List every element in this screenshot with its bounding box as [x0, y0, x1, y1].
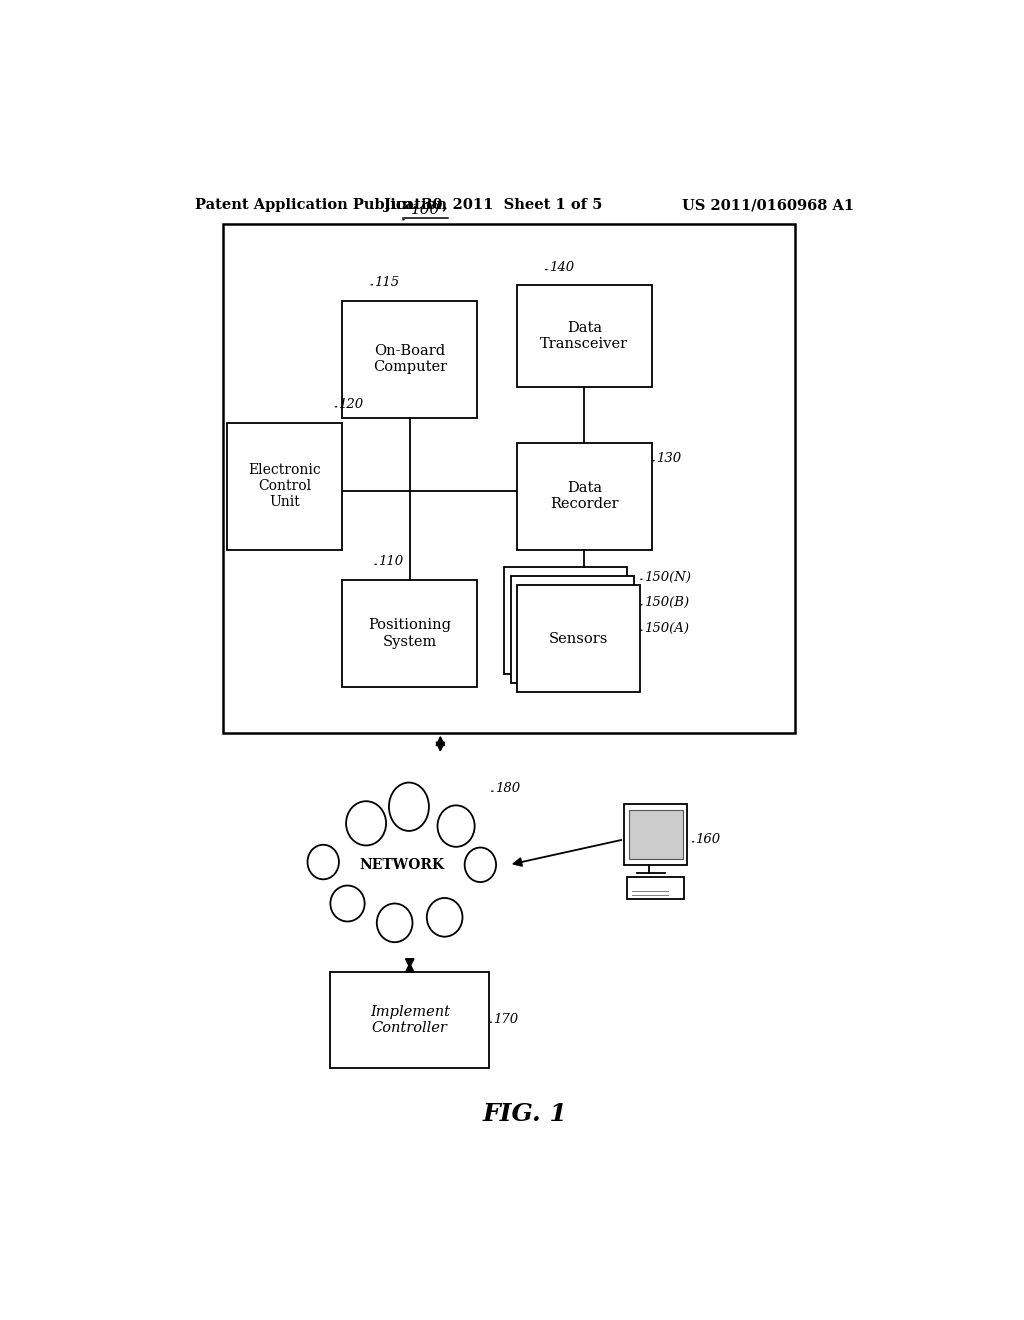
Text: 180: 180 [495, 783, 520, 795]
FancyBboxPatch shape [342, 581, 477, 686]
Text: 160: 160 [695, 833, 721, 846]
Text: On-Board
Computer: On-Board Computer [373, 345, 446, 375]
FancyBboxPatch shape [511, 576, 634, 682]
FancyBboxPatch shape [331, 972, 489, 1068]
Ellipse shape [389, 783, 429, 830]
Text: 150(N): 150(N) [644, 570, 691, 583]
Text: 170: 170 [494, 1014, 518, 1026]
FancyBboxPatch shape [227, 422, 342, 549]
Ellipse shape [307, 845, 339, 879]
FancyBboxPatch shape [624, 804, 687, 865]
FancyBboxPatch shape [223, 224, 795, 733]
Text: Sensors: Sensors [549, 632, 608, 645]
Text: 150(A): 150(A) [644, 622, 689, 635]
Text: Electronic
Control
Unit: Electronic Control Unit [249, 463, 322, 510]
Text: 100: 100 [411, 203, 440, 218]
FancyBboxPatch shape [517, 285, 652, 387]
Text: Patent Application Publication: Patent Application Publication [196, 198, 447, 213]
Text: 120: 120 [338, 397, 364, 411]
Text: Data
Transceiver: Data Transceiver [541, 321, 629, 351]
Text: Positioning
System: Positioning System [369, 619, 452, 648]
Ellipse shape [465, 847, 496, 882]
Text: 150(B): 150(B) [644, 597, 689, 609]
FancyBboxPatch shape [629, 810, 683, 859]
Text: 130: 130 [655, 451, 681, 465]
Ellipse shape [427, 898, 463, 937]
FancyBboxPatch shape [517, 585, 640, 692]
Text: US 2011/0160968 A1: US 2011/0160968 A1 [682, 198, 854, 213]
Text: Jun. 30, 2011  Sheet 1 of 5: Jun. 30, 2011 Sheet 1 of 5 [384, 198, 602, 213]
Text: 140: 140 [549, 260, 573, 273]
Ellipse shape [437, 805, 475, 847]
FancyBboxPatch shape [627, 876, 684, 899]
Text: 110: 110 [378, 556, 403, 569]
Ellipse shape [377, 903, 413, 942]
FancyBboxPatch shape [342, 301, 477, 417]
Ellipse shape [331, 886, 365, 921]
Text: Implement
Controller: Implement Controller [370, 1005, 450, 1035]
Text: NETWORK: NETWORK [359, 858, 444, 871]
Text: Data
Recorder: Data Recorder [550, 482, 618, 511]
Text: FIG. 1: FIG. 1 [482, 1102, 567, 1126]
FancyBboxPatch shape [517, 444, 652, 549]
Ellipse shape [346, 801, 386, 845]
FancyBboxPatch shape [504, 568, 627, 673]
Text: 115: 115 [374, 276, 399, 289]
